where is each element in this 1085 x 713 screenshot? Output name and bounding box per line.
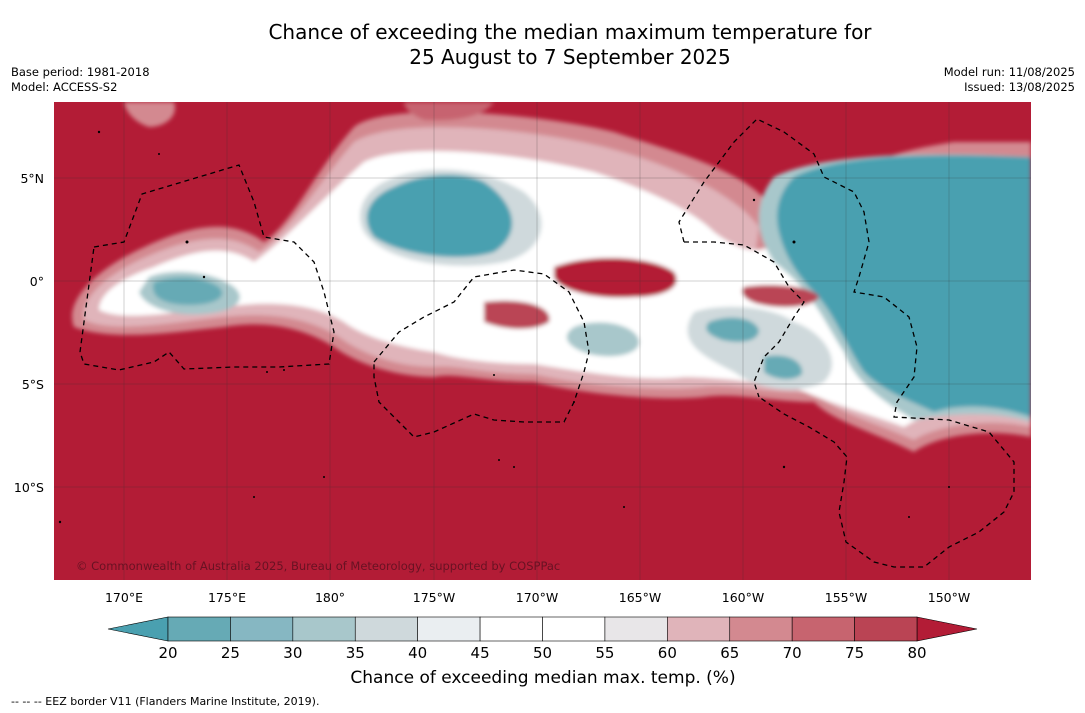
lon-label: 160°W xyxy=(722,590,764,605)
colorbar-tick-label: 30 xyxy=(283,644,302,662)
colorbar-tick-label: 35 xyxy=(346,644,365,662)
colorbar-segment xyxy=(667,616,731,642)
colorbar-under-arrow xyxy=(107,616,169,642)
lat-label: 0° xyxy=(30,274,44,289)
map-title: Chance of exceeding the median maximum t… xyxy=(0,20,1085,70)
colorbar-tick-label: 25 xyxy=(221,644,240,662)
graticule xyxy=(54,102,1031,580)
colorbar-segments xyxy=(167,616,918,642)
lon-label: 180° xyxy=(315,590,345,605)
colorbar: 20 25 30 35 40 45 50 55 60 65 70 75 80 xyxy=(107,616,978,662)
lon-label: 175°W xyxy=(413,590,455,605)
colorbar-tick-label: 40 xyxy=(408,644,427,662)
warm-pocket-east xyxy=(742,285,819,308)
meta-right: Model run: 11/08/2025 Issued: 13/08/2025 xyxy=(944,65,1075,95)
lat-label: 5°N xyxy=(20,171,44,186)
meta-left: Base period: 1981-2018 Model: ACCESS-S2 xyxy=(11,65,150,95)
cool-core-north xyxy=(366,175,513,257)
islands xyxy=(58,130,950,524)
lon-label: 170°W xyxy=(516,590,558,605)
cool-core-west xyxy=(153,277,223,305)
cool-spot-southeast xyxy=(764,355,803,380)
lon-label: 150°W xyxy=(928,590,970,605)
lon-label: 175°E xyxy=(208,590,246,605)
colorbar-tick-label: 55 xyxy=(595,644,614,662)
colorbar-tick-label: 20 xyxy=(158,644,177,662)
warm-edge-northwest xyxy=(124,102,175,127)
colorbar-segment xyxy=(230,616,294,642)
colorbar-segment xyxy=(604,616,668,642)
colorbar-tick-label: 70 xyxy=(783,644,802,662)
warm-pocket-equator xyxy=(554,257,677,298)
copyright-note: © Commonwealth of Australia 2025, Bureau… xyxy=(76,559,560,573)
colorbar-segment xyxy=(292,616,356,642)
colorbar-tick-label: 50 xyxy=(533,644,552,662)
colorbar-segment xyxy=(479,616,543,642)
lon-label: 165°W xyxy=(619,590,661,605)
base-period: Base period: 1981-2018 xyxy=(11,65,150,79)
colorbar-tick-label: 60 xyxy=(658,644,677,662)
lon-label: 170°E xyxy=(105,590,143,605)
colorbar-over-arrow xyxy=(916,616,978,642)
colorbar-segment xyxy=(729,616,793,642)
lat-label: 10°S xyxy=(14,480,44,495)
colorbar-segment xyxy=(417,616,481,642)
colorbar-segment xyxy=(354,616,418,642)
colorbar-tick-label: 45 xyxy=(471,644,490,662)
cool-spot-central xyxy=(706,317,759,342)
band-30-central xyxy=(566,322,640,357)
eez-borders xyxy=(79,118,1015,568)
colorbar-tick-label: 80 xyxy=(907,644,926,662)
colorbar-ticks: 20 25 30 35 40 45 50 55 60 65 70 75 80 xyxy=(158,644,926,662)
colorbar-tick-label: 65 xyxy=(720,644,739,662)
probability-map: © Commonwealth of Australia 2025, Bureau… xyxy=(54,102,1031,580)
warm-edge-north xyxy=(404,102,494,121)
warm-pocket-south xyxy=(484,300,550,329)
colorbar-label: Chance of exceeding median max. temp. (%… xyxy=(350,668,736,688)
contour-fields xyxy=(72,102,1031,452)
model-run: Model run: 11/08/2025 xyxy=(943,65,1075,79)
colorbar-segment xyxy=(542,616,606,642)
lat-label: 5°S xyxy=(22,377,44,392)
title-line-1: Chance of exceeding the median maximum t… xyxy=(268,20,872,44)
issued-date: Issued: 13/08/2025 xyxy=(964,80,1075,94)
cool-core-east xyxy=(777,155,1031,417)
eez-legend-note: -- -- -- EEZ border V11 (Flanders Marine… xyxy=(11,695,320,708)
model-name: Model: ACCESS-S2 xyxy=(11,80,118,94)
colorbar-segment xyxy=(167,616,231,642)
colorbar-segment xyxy=(791,616,855,642)
title-line-2: 25 August to 7 September 2025 xyxy=(409,45,731,69)
colorbar-segment xyxy=(854,616,918,642)
colorbar-tick-label: 75 xyxy=(845,644,864,662)
lon-label: 155°W xyxy=(825,590,867,605)
